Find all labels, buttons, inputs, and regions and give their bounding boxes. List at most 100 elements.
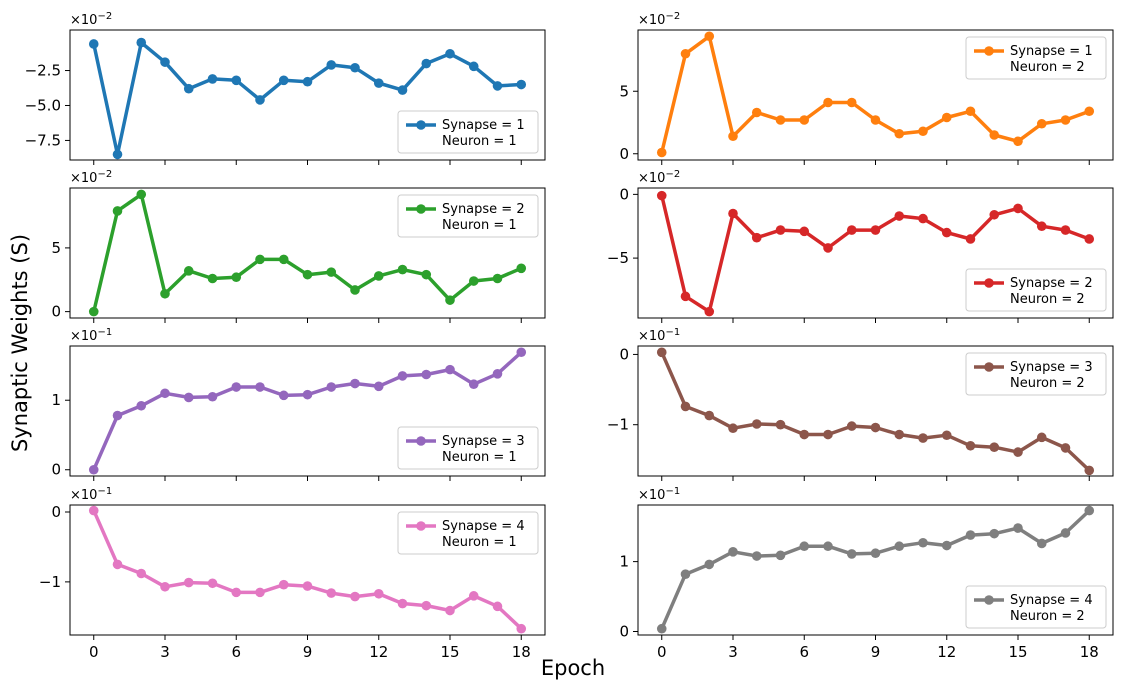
data-point bbox=[989, 442, 1000, 452]
data-point bbox=[350, 591, 360, 602]
data-point bbox=[751, 419, 762, 429]
data-point bbox=[751, 232, 762, 243]
data-point bbox=[799, 115, 810, 125]
data-point bbox=[680, 401, 691, 412]
data-point bbox=[1013, 447, 1023, 457]
data-point bbox=[656, 190, 667, 201]
x-axis-title: Epoch bbox=[541, 656, 605, 680]
scale-offset-label: ×10−2 bbox=[70, 11, 112, 28]
data-point bbox=[728, 423, 738, 434]
x-tick-label: 3 bbox=[160, 643, 170, 661]
data-point bbox=[88, 39, 99, 49]
data-point bbox=[516, 263, 527, 274]
y-axis-title: Synaptic Weights (S) bbox=[8, 234, 32, 452]
data-point bbox=[965, 440, 976, 451]
data-point bbox=[468, 379, 479, 390]
data-point bbox=[373, 381, 384, 392]
data-point bbox=[516, 347, 527, 358]
data-point bbox=[278, 254, 289, 265]
y-tick-label: 0 bbox=[619, 623, 629, 641]
data-point bbox=[492, 273, 503, 284]
data-point bbox=[680, 48, 691, 59]
data-point bbox=[728, 131, 738, 142]
y-tick-label: −1 bbox=[607, 416, 629, 434]
data-point bbox=[183, 577, 194, 588]
x-tick-label: 3 bbox=[728, 643, 738, 661]
legend-box bbox=[397, 426, 539, 470]
data-point bbox=[728, 547, 738, 557]
data-point bbox=[492, 81, 503, 91]
data-point bbox=[1013, 136, 1023, 147]
x-tick-label: 18 bbox=[512, 643, 531, 661]
data-point bbox=[255, 95, 265, 105]
data-point bbox=[278, 390, 289, 401]
data-point bbox=[846, 549, 857, 559]
data-point bbox=[207, 391, 218, 402]
data-point bbox=[799, 226, 810, 237]
legend-label: Neuron = 2 bbox=[1010, 292, 1085, 307]
data-point bbox=[799, 541, 810, 552]
data-point bbox=[88, 464, 99, 475]
x-tick-label: 15 bbox=[1008, 643, 1027, 661]
legend-label: Synapse = 1 bbox=[1010, 44, 1093, 59]
legend-label: Neuron = 1 bbox=[442, 450, 517, 465]
data-point bbox=[88, 505, 99, 516]
data-point bbox=[704, 410, 715, 421]
data-point bbox=[231, 587, 242, 598]
data-point bbox=[704, 306, 715, 317]
data-point bbox=[421, 58, 432, 69]
legend-label: Neuron = 2 bbox=[1010, 60, 1085, 75]
x-tick-label: 0 bbox=[89, 643, 99, 661]
data-point bbox=[183, 392, 194, 403]
data-point bbox=[255, 587, 265, 598]
legend-box bbox=[397, 511, 539, 555]
data-point bbox=[870, 225, 881, 235]
data-point bbox=[492, 369, 503, 379]
y-tick-label: −2.5 bbox=[25, 62, 61, 80]
data-point bbox=[326, 382, 337, 392]
x-tick-label: 9 bbox=[871, 643, 881, 661]
data-point bbox=[965, 530, 976, 540]
data-point bbox=[846, 97, 857, 108]
data-point bbox=[870, 548, 881, 559]
y-tick-label: 1 bbox=[619, 553, 629, 571]
data-point bbox=[112, 410, 123, 421]
data-point bbox=[656, 623, 667, 634]
data-point bbox=[278, 75, 289, 86]
data-point bbox=[1084, 505, 1095, 516]
legend-marker bbox=[416, 436, 426, 446]
scale-offset-label: ×10−2 bbox=[70, 169, 112, 186]
y-tick-label: −5 bbox=[607, 249, 629, 267]
y-tick-label: 0 bbox=[51, 461, 61, 479]
data-point bbox=[160, 388, 170, 399]
data-point bbox=[373, 78, 384, 88]
data-point bbox=[989, 130, 1000, 140]
x-tick-label: 9 bbox=[303, 643, 313, 661]
legend-label: Synapse = 2 bbox=[442, 202, 525, 217]
data-point bbox=[88, 306, 99, 317]
scale-offset-label: ×10−2 bbox=[638, 169, 680, 186]
legend-label: Neuron = 2 bbox=[1010, 376, 1085, 391]
data-point bbox=[775, 550, 786, 561]
legend-label: Synapse = 2 bbox=[1010, 276, 1093, 291]
data-point bbox=[326, 588, 337, 598]
scale-offset-label: ×10−1 bbox=[638, 327, 680, 344]
legend-marker bbox=[984, 278, 994, 288]
data-point bbox=[894, 128, 905, 139]
data-point bbox=[751, 551, 762, 561]
data-point bbox=[775, 115, 786, 125]
data-point bbox=[397, 598, 408, 609]
legend-box bbox=[965, 585, 1107, 629]
data-point bbox=[231, 272, 242, 283]
data-point bbox=[136, 37, 147, 48]
